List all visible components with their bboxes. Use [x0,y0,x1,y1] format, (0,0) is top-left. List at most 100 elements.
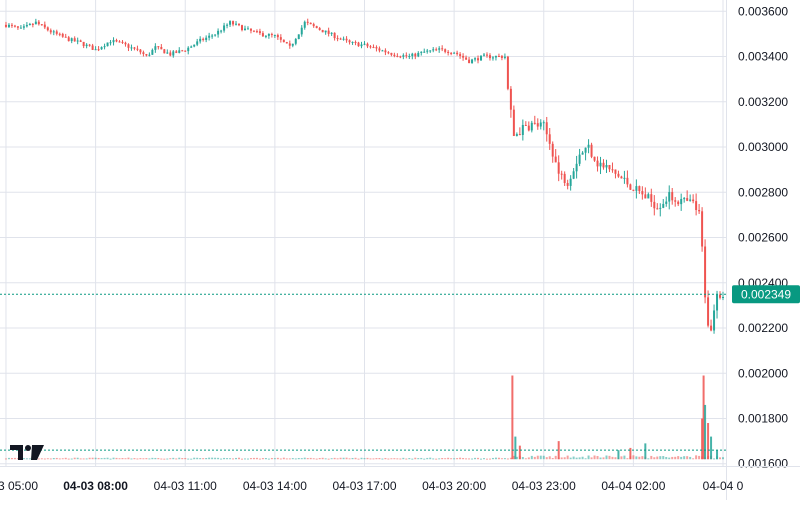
candle-body [366,44,368,47]
candle-body [361,44,363,46]
candle-body [268,34,270,36]
volume-bar [256,458,258,459]
volume-spike [707,423,709,459]
candle-body [471,59,473,63]
volume-bar [686,456,688,459]
y-tick-label: 0.002000 [738,366,788,380]
volume-bar [127,458,129,460]
candle-body [408,56,410,57]
volume-bar [665,457,667,459]
volume-bar [271,458,273,459]
volume-spike [514,437,516,460]
candle-body [641,191,643,194]
candle-body [519,134,521,135]
volume-bar [393,458,395,459]
candle-body [614,170,616,174]
volume-bar [280,458,282,459]
volume-bar [447,458,449,459]
volume-bar [265,458,267,459]
y-tick-label: 0.003600 [738,4,788,18]
candle-body [244,29,246,30]
volume-bar [635,456,637,459]
candle-body [420,52,422,53]
volume-bar [713,458,715,459]
candle-body [617,174,619,177]
candle-body [80,41,82,42]
candle-body [316,26,318,28]
volume-bar [343,458,345,459]
volume-bar [698,456,700,459]
candle-body [256,31,258,32]
candle-body [429,50,431,51]
candle-body [95,49,97,50]
x-tick-label: 04-03 08:00 [63,479,128,493]
volume-bar [163,459,165,460]
volume-bar [77,458,79,459]
candle-body [710,326,712,331]
volume-bar [471,459,473,460]
candle-body [632,190,634,191]
volume-bar [116,458,118,459]
candle-body [35,22,37,25]
volume-bar [107,458,109,460]
volume-bar [80,458,82,459]
volume-bar [328,459,330,460]
volume-bar [166,459,168,460]
volume-bar [591,457,593,459]
volume-bar [113,458,115,460]
candle-body [193,45,195,47]
candle-body [441,48,443,49]
volume-bar [567,456,569,460]
volume-bar [552,458,554,459]
candle-body [683,198,685,199]
volume-bar [573,457,575,460]
candle-body [456,53,458,54]
candle-body [322,30,324,32]
volume-bar [325,458,327,459]
candle-body [605,165,607,167]
candle-body [175,51,177,53]
candle-body [450,53,452,54]
volume-bar [208,458,210,460]
candle-body [558,162,560,173]
candle-body [196,41,198,44]
price-axis[interactable]: 0.0036000.0034000.0032000.0030000.002800… [727,0,800,500]
volume-bar [489,459,491,460]
candle-body [567,183,569,186]
candle-body [241,25,243,30]
volume-bar [474,458,476,459]
volume-bar [531,456,533,459]
candle-body [104,46,106,47]
volume-bar [381,459,383,460]
volume-bar [626,458,628,459]
volume-bar [244,458,246,459]
volume-bar [477,458,479,459]
volume-bar [229,458,231,459]
volume-bar [426,458,428,459]
volume-bar [441,458,443,459]
volume-bar [136,458,138,459]
candle-body [107,43,109,47]
volume-bar [247,459,249,460]
candle-body [74,38,76,41]
candle-body [157,46,159,47]
candle-body [160,47,162,49]
volume-bar [139,458,141,459]
candle-body [600,163,602,167]
candle-body [656,208,658,209]
candle-body [331,33,333,34]
volume-bar [408,458,410,459]
volume-bar [722,457,724,459]
candle-body [17,26,19,27]
volume-bar [268,459,270,460]
candle-body [202,39,204,40]
volume-bar [193,458,195,460]
candle-body [689,200,691,201]
volume-bar [656,457,658,460]
candle-body [38,22,40,24]
candle-body [510,89,512,110]
volume-bar [121,458,123,459]
